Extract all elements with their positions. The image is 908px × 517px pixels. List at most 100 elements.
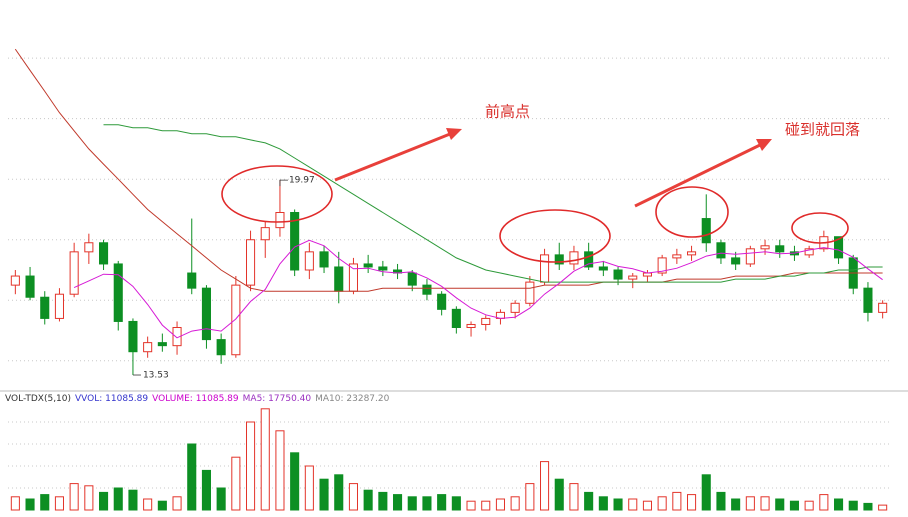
- moving-average-line: [103, 124, 883, 283]
- volume-bar: [69, 483, 79, 511]
- candle-body: [216, 339, 226, 356]
- volume-bar: [525, 483, 535, 511]
- arrow-head: [756, 139, 772, 151]
- candle-body: [834, 236, 844, 259]
- candle-body: [745, 248, 755, 265]
- candle-body: [143, 342, 153, 353]
- candle-body: [657, 257, 667, 274]
- volume-bar: [657, 496, 667, 511]
- candle-body: [672, 254, 682, 259]
- candle-body: [84, 242, 94, 253]
- candle-body: [628, 275, 638, 280]
- volume-bar: [25, 498, 35, 511]
- candle-body: [878, 302, 888, 313]
- volume-bar: [819, 494, 829, 511]
- volume-bar: [554, 478, 564, 511]
- candle-body: [378, 266, 388, 271]
- volume-bar: [54, 496, 64, 511]
- volume-bar: [260, 408, 270, 511]
- candle-body: [231, 284, 241, 356]
- candle-body: [540, 254, 550, 283]
- volume-bar: [848, 500, 858, 511]
- volume-bar: [789, 500, 799, 511]
- volume-bar: [687, 494, 697, 511]
- candle-body: [701, 218, 711, 244]
- volume-bar: [481, 500, 491, 511]
- candle-body: [290, 212, 300, 271]
- volume-bar: [304, 465, 314, 511]
- volume-bar: [334, 474, 344, 511]
- highlight-ellipse: [499, 209, 611, 263]
- candle-body: [201, 287, 211, 341]
- volume-bar: [878, 504, 888, 511]
- volume-bar: [378, 491, 388, 511]
- volume-bar: [584, 491, 594, 511]
- volume-bar: [407, 496, 417, 511]
- volume-bar: [451, 496, 461, 511]
- volume-bar: [363, 489, 373, 511]
- candle-body: [348, 263, 358, 292]
- volume-bar: [99, 491, 109, 511]
- candle-body: [437, 293, 447, 310]
- volume-bar: [613, 498, 623, 511]
- candle-body: [187, 272, 197, 289]
- volume-bar: [701, 474, 711, 511]
- candle-body: [260, 227, 270, 241]
- legend-entry: MA10: 23287.20: [315, 394, 389, 404]
- volume-bar: [84, 485, 94, 511]
- candle-body: [363, 263, 373, 268]
- volume-bar: [510, 496, 520, 511]
- candle-body: [613, 269, 623, 280]
- volume-bar: [672, 491, 682, 511]
- volume-bar: [319, 478, 329, 511]
- volume-bar: [775, 498, 785, 511]
- volume-bar: [745, 496, 755, 511]
- candle-body: [598, 266, 608, 271]
- highlight-ellipse: [655, 186, 729, 238]
- candle-body: [804, 248, 814, 256]
- moving-average-line: [14, 48, 883, 292]
- candle-body: [172, 327, 182, 347]
- candle-body: [554, 254, 564, 265]
- volume-bar: [422, 496, 432, 511]
- candle-body: [775, 245, 785, 253]
- candle-body: [407, 272, 417, 286]
- volume-bar: [246, 421, 256, 511]
- candle-body: [731, 257, 741, 265]
- volume-bar: [10, 496, 20, 511]
- candle-body: [128, 320, 138, 353]
- candle-body: [157, 342, 167, 347]
- volume-bar: [760, 496, 770, 511]
- volume-bar: [569, 483, 579, 511]
- volume-bar: [172, 496, 182, 511]
- volume-bar: [804, 500, 814, 511]
- volume-bar: [863, 502, 873, 511]
- candle-body: [113, 263, 123, 322]
- marks: 19.97 13.53: [8, 48, 890, 511]
- volume-bar: [201, 469, 211, 511]
- candle-body: [25, 275, 35, 298]
- annotation: 前高点: [485, 103, 530, 121]
- candle-body: [319, 251, 329, 268]
- candle-body: [510, 302, 520, 313]
- highlight-ellipse: [221, 165, 333, 223]
- volume-bar: [143, 498, 153, 511]
- legend-entry: VVOL: 11085.89: [75, 394, 148, 404]
- legend-entry: VOLUME: 11085.89: [152, 394, 239, 404]
- volume-bar: [113, 487, 123, 511]
- high-marker-line: [279, 179, 288, 187]
- low-price-label: 13.53: [143, 371, 169, 381]
- volume-bar: [128, 489, 138, 511]
- candle-body: [760, 245, 770, 250]
- volume-bar: [275, 430, 285, 511]
- arrow-head: [446, 128, 462, 140]
- candle-body: [525, 281, 535, 304]
- candle-body: [451, 308, 461, 328]
- volume-bar: [348, 483, 358, 511]
- candle-body: [481, 317, 491, 325]
- volume-bar: [157, 500, 167, 511]
- legend-entry: VOL-TDX(5,10): [5, 394, 71, 404]
- candle-body: [40, 296, 50, 319]
